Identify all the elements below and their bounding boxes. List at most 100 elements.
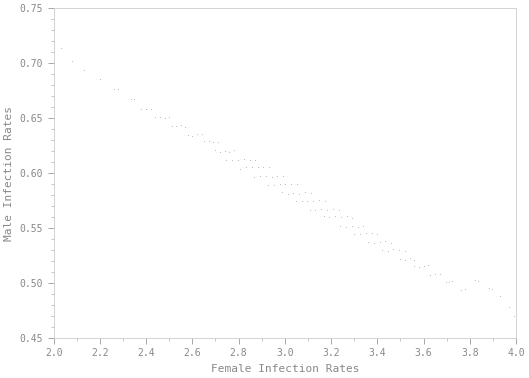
Point — [301, 189, 309, 195]
Point — [303, 198, 312, 204]
Point — [485, 285, 493, 291]
Point — [342, 223, 350, 229]
Point — [323, 207, 331, 213]
Point — [251, 156, 260, 163]
Point — [307, 190, 315, 196]
Point — [396, 256, 405, 262]
Point — [79, 67, 88, 73]
Point — [110, 86, 118, 92]
Point — [216, 149, 224, 155]
Point — [253, 164, 262, 170]
Point — [293, 181, 301, 187]
Y-axis label: Male Infection Rates: Male Infection Rates — [4, 105, 14, 240]
Point — [259, 164, 268, 170]
Point — [276, 181, 284, 187]
Point — [509, 313, 518, 319]
Point — [96, 76, 104, 82]
Point — [126, 96, 135, 102]
Point — [431, 271, 440, 277]
Point — [359, 223, 368, 229]
Point — [114, 86, 122, 92]
Point — [315, 197, 323, 203]
Point — [204, 138, 213, 144]
Point — [448, 278, 457, 284]
Point — [267, 174, 276, 180]
Point — [142, 106, 150, 112]
Point — [488, 286, 497, 292]
Point — [336, 214, 345, 220]
Point — [334, 207, 343, 213]
Point — [297, 198, 306, 204]
Point — [373, 231, 381, 237]
Point — [353, 223, 362, 229]
X-axis label: Female Infection Rates: Female Infection Rates — [211, 364, 359, 374]
Point — [445, 279, 453, 285]
Point — [295, 191, 304, 197]
Point — [160, 115, 169, 121]
Point — [410, 257, 418, 263]
Point — [177, 122, 185, 128]
Point — [167, 123, 176, 129]
Point — [228, 157, 236, 163]
Point — [68, 58, 76, 64]
Point — [245, 157, 254, 163]
Point — [165, 115, 174, 121]
Point — [435, 271, 444, 277]
Point — [225, 149, 234, 155]
Point — [361, 230, 370, 236]
Point — [289, 191, 298, 197]
Point — [336, 223, 344, 229]
Point — [457, 287, 466, 293]
Point — [387, 240, 395, 246]
Point — [311, 206, 320, 212]
Point — [261, 173, 270, 179]
Point — [137, 107, 145, 113]
Point — [321, 198, 329, 204]
Point — [471, 277, 479, 283]
Point — [348, 215, 357, 221]
Point — [401, 257, 409, 263]
Point — [389, 246, 398, 253]
Point — [395, 247, 404, 253]
Point — [197, 131, 206, 137]
Point — [281, 181, 290, 187]
Point — [329, 206, 337, 212]
Point — [265, 164, 273, 170]
Point — [291, 198, 300, 204]
Point — [234, 157, 242, 163]
Point — [342, 214, 351, 220]
Point — [287, 181, 295, 187]
Point — [278, 189, 286, 195]
Point — [401, 248, 409, 254]
Point — [248, 164, 256, 170]
Point — [378, 246, 386, 253]
Point — [424, 262, 432, 268]
Point — [184, 132, 192, 138]
Point — [193, 131, 201, 137]
Point — [147, 106, 155, 112]
Point — [222, 157, 231, 163]
Point — [426, 272, 435, 278]
Point — [273, 173, 281, 179]
Point — [370, 240, 378, 246]
Point — [209, 139, 217, 145]
Point — [240, 156, 248, 162]
Point — [325, 214, 334, 220]
Point — [505, 304, 513, 310]
Point — [221, 148, 229, 154]
Point — [151, 114, 160, 120]
Point — [172, 122, 180, 129]
Point — [250, 174, 259, 180]
Point — [211, 147, 220, 153]
Point — [405, 255, 414, 261]
Point — [348, 223, 356, 229]
Point — [188, 133, 197, 139]
Point — [376, 239, 384, 245]
Point — [199, 138, 208, 144]
Point — [460, 286, 469, 292]
Point — [230, 147, 238, 153]
Point — [474, 278, 482, 284]
Point — [214, 139, 222, 146]
Point — [364, 239, 372, 245]
Point — [384, 248, 392, 254]
